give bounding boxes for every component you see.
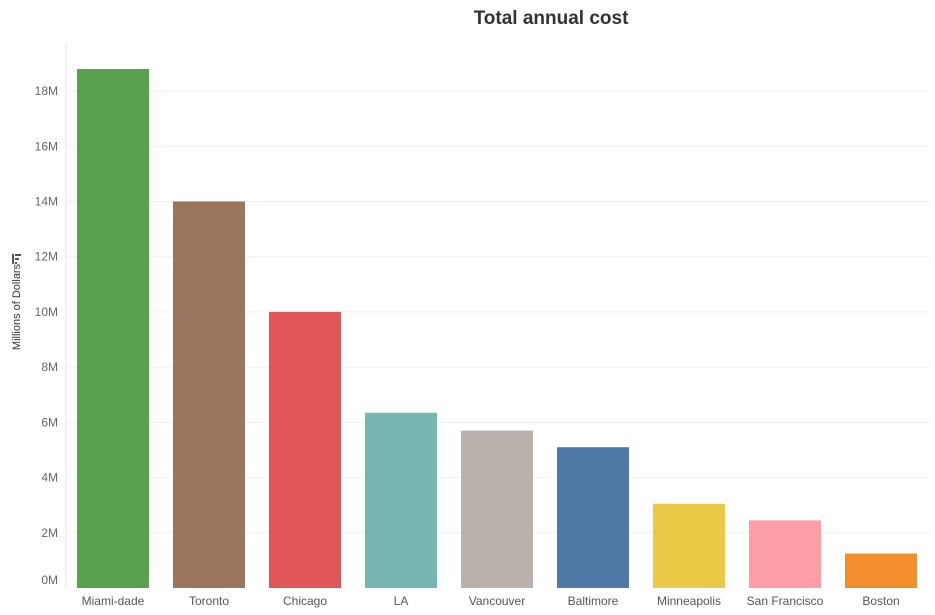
y-tick-label: 12M	[35, 250, 58, 264]
x-category-label: Miami-dade	[82, 594, 145, 608]
x-category-label: Toronto	[189, 594, 229, 608]
y-tick-label: 18M	[35, 84, 58, 98]
bar-la[interactable]	[365, 412, 437, 588]
x-category-label: Minneapolis	[657, 594, 721, 608]
bar-vancouver[interactable]	[461, 430, 533, 588]
sort-icon[interactable]	[12, 254, 21, 264]
x-category-label: Vancouver	[469, 594, 525, 608]
bar-miami-dade[interactable]	[77, 69, 149, 588]
y-tick-label: 14M	[35, 195, 58, 209]
bar-toronto[interactable]	[173, 201, 245, 589]
x-category-label: Baltimore	[568, 594, 619, 608]
x-category-label: LA	[394, 594, 409, 608]
chart-title: Total annual cost	[473, 8, 629, 29]
x-category-label: Chicago	[283, 594, 327, 608]
bar-san-francisco[interactable]	[749, 520, 821, 588]
y-tick-label: 8M	[41, 360, 58, 374]
bar-chicago[interactable]	[269, 311, 341, 588]
y-axis-title: Millions of Dollars	[11, 263, 23, 350]
y-axis-title-group: Millions of Dollars	[11, 263, 23, 350]
y-tick-label: 2M	[41, 526, 58, 540]
y-tick-label: 10M	[35, 305, 58, 319]
bars	[77, 69, 917, 589]
bar-minneapolis[interactable]	[653, 503, 725, 588]
x-category-label: San Francisco	[747, 594, 824, 608]
y-tick-label: 4M	[41, 471, 58, 485]
bar-boston[interactable]	[845, 553, 917, 588]
bar-baltimore[interactable]	[557, 447, 629, 588]
x-category-label: Boston	[862, 594, 899, 608]
y-tick-label: 6M	[41, 415, 58, 429]
y-axis-ticks: 0M 2M 4M 6M 8M 10M 12M 14M 16M 18M	[35, 84, 58, 587]
y-tick-label: 0M	[41, 573, 58, 587]
y-tick-label: 16M	[35, 139, 58, 153]
x-axis-labels: Miami-dade Toronto Chicago LA Vancouver Balti…	[82, 594, 900, 608]
